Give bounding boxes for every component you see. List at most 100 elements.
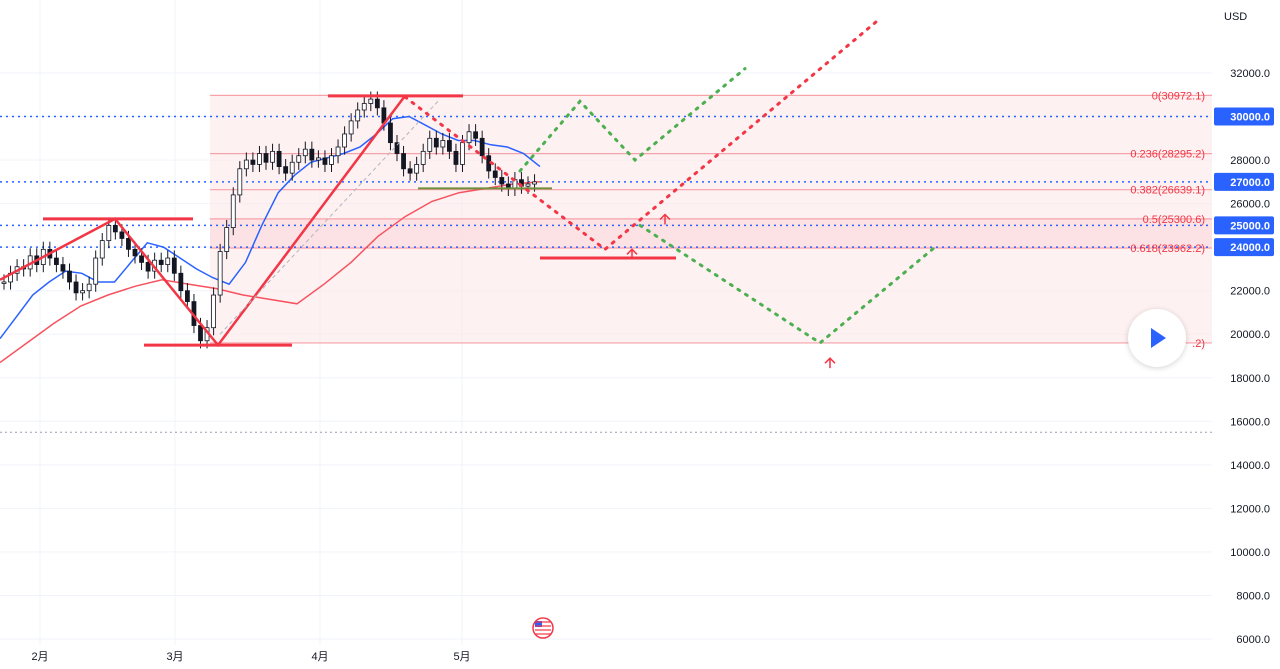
candle-body	[250, 159, 256, 165]
fib-zone-golden	[210, 218, 1212, 248]
price-tag-label: 25000.0	[1230, 220, 1270, 232]
play-icon	[1151, 328, 1166, 348]
time-axis[interactable]: 2月 3月 4月 5月	[31, 651, 470, 663]
candle-body	[342, 133, 348, 148]
candle-body	[257, 153, 262, 165]
candle-body	[532, 181, 537, 185]
candle-body	[348, 120, 354, 135]
candle-body	[73, 281, 79, 294]
fib-label: 0.5(25300.6)	[1143, 214, 1205, 226]
projection-red	[403, 17, 882, 252]
candle-body	[139, 255, 144, 263]
candle-body	[289, 161, 295, 174]
candle-body	[184, 290, 190, 302]
candle-body	[394, 142, 400, 154]
candle-body	[93, 257, 99, 285]
candlesticks	[1, 91, 537, 349]
x-tick-label: 3月	[166, 651, 183, 663]
candle-body	[466, 131, 472, 144]
candle-body	[126, 238, 131, 250]
y-tick-label: 14000.0	[1230, 460, 1270, 472]
candle-body	[198, 325, 203, 342]
candle-body	[243, 159, 249, 170]
candle-body	[499, 177, 505, 185]
fib-label: 0.236(28295.2)	[1130, 149, 1205, 161]
candle-body	[132, 248, 138, 257]
candle-body	[355, 109, 361, 122]
candle-body	[322, 157, 328, 165]
candle-body	[479, 137, 485, 157]
candle-body	[335, 146, 341, 157]
y-tick-label: 26000.0	[1230, 199, 1270, 211]
y-tick-label: 20000.0	[1230, 329, 1270, 341]
candle-body	[67, 270, 72, 283]
candle-body	[414, 164, 420, 174]
candle-body	[112, 224, 118, 233]
price-tag	[1214, 238, 1274, 257]
y-tick-label: 18000.0	[1230, 373, 1270, 385]
us-flag-icon[interactable]	[532, 617, 554, 639]
y-tick-label: 8000.0	[1236, 590, 1270, 602]
candle-body	[446, 140, 452, 152]
candle-body	[368, 98, 374, 104]
flag-canton	[535, 621, 542, 627]
candle-body	[460, 142, 465, 165]
projection-green-upper	[518, 67, 747, 173]
price-tag	[1214, 172, 1274, 191]
candle-body	[433, 137, 439, 148]
candle-body	[427, 137, 433, 152]
ema-slow-line	[0, 181, 541, 364]
candle-body	[296, 155, 302, 163]
y-tick-label: 32000.0	[1230, 68, 1270, 80]
candle-body	[492, 170, 498, 178]
price-axis[interactable]: USD 32000.0 30000.0 28000.0 26000.0 24000.0 22…	[1214, 11, 1274, 646]
fib-label: 0(30972.1)	[1152, 90, 1205, 102]
y-tick-label: 10000.0	[1230, 547, 1270, 559]
price-tag-label: 30000.0	[1230, 112, 1270, 124]
trend-dashed	[219, 98, 441, 335]
y-tick-label: 16000.0	[1230, 416, 1270, 428]
candle-body	[211, 294, 217, 329]
candle-body	[165, 257, 171, 265]
candle-body	[171, 257, 177, 274]
moving-averages	[0, 115, 541, 364]
candle-body	[315, 157, 321, 161]
candle-body	[1, 281, 7, 284]
candle-body	[276, 150, 282, 168]
candle-body	[473, 131, 479, 139]
play-button[interactable]	[1128, 309, 1186, 367]
candle-body	[420, 150, 426, 165]
candle-body	[54, 257, 59, 265]
x-tick-label: 2月	[31, 651, 48, 663]
fib-label: 0.382(26639.1)	[1130, 185, 1205, 197]
candle-body	[119, 231, 125, 239]
fib-label: 0.618(23962.2)	[1130, 243, 1205, 255]
price-tag	[1214, 216, 1274, 235]
candle-body	[407, 168, 413, 174]
arrow-up-icon	[824, 357, 836, 369]
ema-fast-line	[0, 115, 541, 340]
y-tick-label: 12000.0	[1230, 503, 1270, 515]
candle-body	[178, 272, 184, 292]
zigzag-line	[0, 95, 406, 348]
currency-label: USD	[1224, 11, 1247, 23]
projection-green-lower	[638, 223, 937, 345]
drawings	[0, 94, 676, 348]
candle-body	[158, 259, 164, 265]
candle-body	[99, 240, 105, 259]
candle-body	[86, 283, 92, 292]
candle-body	[217, 251, 223, 296]
price-tag-label: 24000.0	[1230, 242, 1270, 254]
candle-body	[283, 166, 289, 174]
candle-body	[237, 168, 243, 196]
candle-body	[302, 148, 308, 157]
arrow-up-icon	[626, 248, 638, 260]
candle-body	[60, 264, 66, 272]
candle-body	[329, 155, 334, 165]
candle-body	[270, 150, 275, 163]
price-tag-label: 27000.0	[1230, 177, 1270, 189]
y-tick-label: 6000.0	[1236, 634, 1270, 646]
candle-body	[145, 261, 151, 272]
